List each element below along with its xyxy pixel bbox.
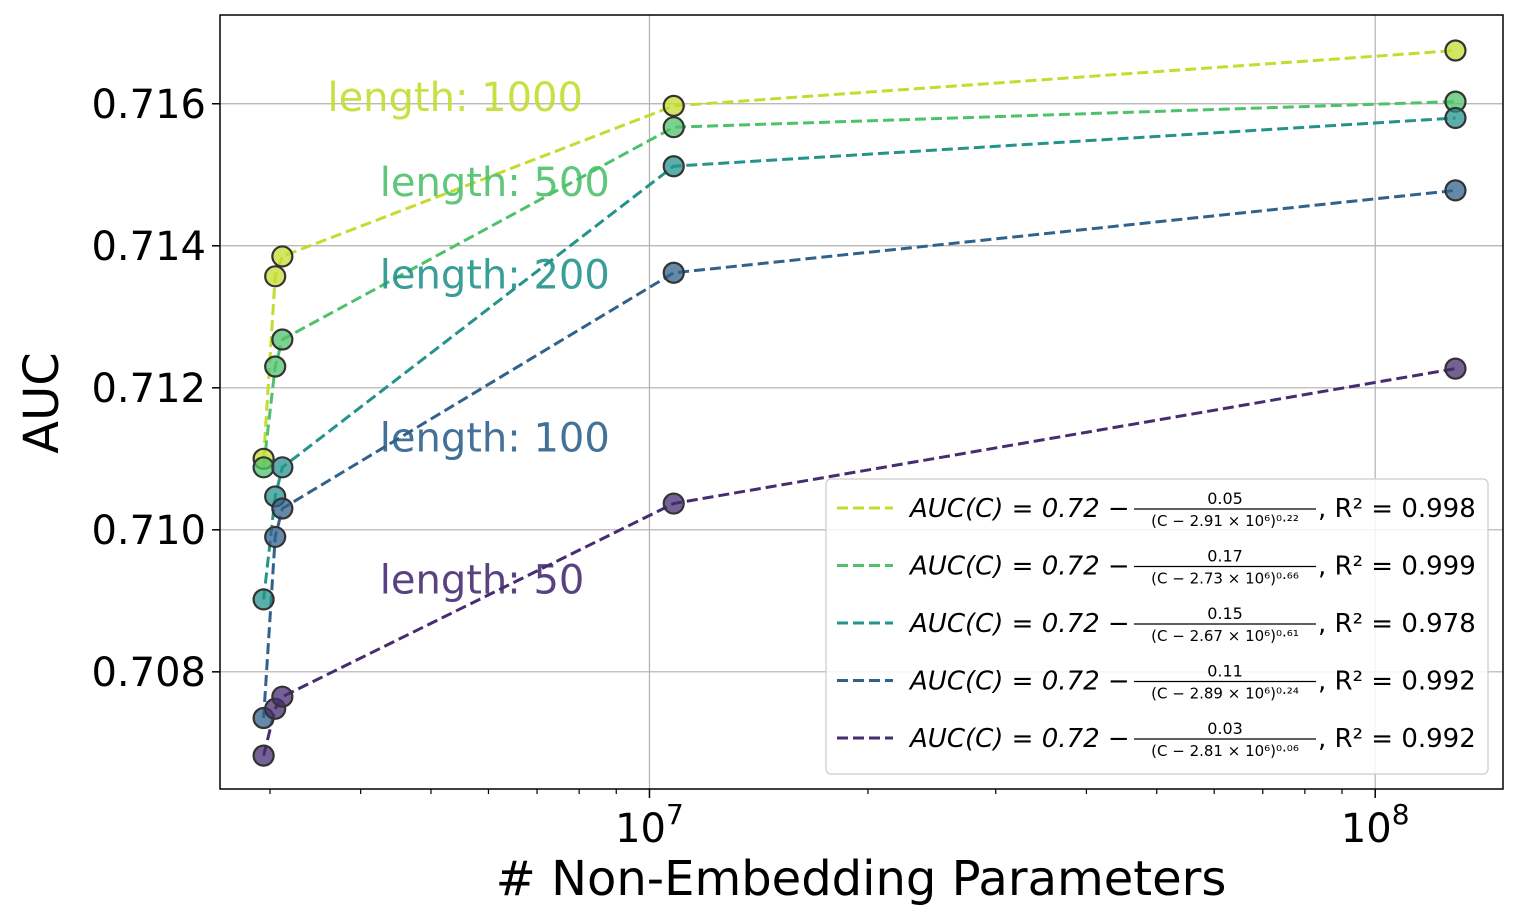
legend-formula-prefix: AUC(C) = 0.72 − [908, 552, 1130, 582]
data-point [252, 588, 275, 611]
series-annotation: length: 100 [380, 416, 610, 462]
y-tick-label: 0.708 [91, 650, 206, 696]
data-point [264, 525, 287, 549]
series-annotation: length: 200 [380, 252, 610, 298]
data-point [1444, 357, 1467, 380]
legend-entry: AUC(C) = 0.72 − 0.05 (C − 2.91 × 10⁶)⁰·²²… [837, 489, 1476, 530]
legend-denominator: (C − 2.81 × 10⁶)⁰·⁰⁶ [1151, 742, 1299, 760]
x-tick-label: 107 [615, 798, 684, 852]
data-point [1444, 106, 1467, 130]
data-point [662, 155, 685, 178]
legend-formula-prefix: AUC(C) = 0.72 − [908, 667, 1130, 697]
legend-denominator: (C − 2.91 × 10⁶)⁰·²² [1151, 512, 1299, 530]
data-point [271, 685, 294, 708]
series-annotation: length: 50 [380, 558, 585, 604]
axes: 0.708 0.710 0.712 0.714 0.716 107 108 [91, 14, 1504, 852]
grid [220, 15, 1503, 789]
data-point [264, 265, 287, 288]
series-annotations: length: 1000 length: 500 length: 200 length… [327, 75, 609, 604]
legend-r2: , R² = 0.992 [1318, 724, 1476, 754]
legend-r2: , R² = 0.978 [1318, 609, 1476, 639]
legend-numerator: 0.15 [1207, 604, 1243, 623]
legend-numerator: 0.03 [1207, 719, 1243, 738]
y-tick-label: 0.714 [91, 224, 206, 270]
data-point [662, 116, 685, 139]
data-point [1444, 39, 1467, 62]
data-point [662, 261, 685, 284]
series-annotation: length: 500 [380, 160, 610, 206]
legend-entry: AUC(C) = 0.72 − 0.17 (C − 2.73 × 10⁶)⁰·⁶⁶… [837, 547, 1476, 588]
data-point [271, 497, 294, 520]
y-tick-label: 0.716 [91, 82, 206, 128]
legend-r2: , R² = 0.999 [1318, 552, 1476, 582]
legend-box [825, 478, 1489, 775]
data-point [662, 94, 685, 117]
x-tick-label: 108 [1341, 798, 1410, 852]
y-axis-title: AUC [14, 352, 70, 453]
legend-r2: , R² = 0.998 [1318, 494, 1476, 524]
data-point [271, 456, 294, 479]
legend-entry: AUC(C) = 0.72 − 0.11 (C − 2.89 × 10⁶)⁰·²⁴… [837, 662, 1476, 703]
series-line-0 [262, 49, 1456, 459]
legend-numerator: 0.05 [1207, 489, 1243, 508]
legend-formula-prefix: AUC(C) = 0.72 − [908, 724, 1130, 754]
x-axis-title: # Non-Embedding Parameters [496, 851, 1227, 907]
legend-numerator: 0.17 [1207, 547, 1243, 566]
legend-formula-prefix: AUC(C) = 0.72 − [908, 609, 1130, 639]
legend-formula-prefix: AUC(C) = 0.72 − [908, 494, 1130, 524]
data-point [264, 355, 287, 378]
legend-entry: AUC(C) = 0.72 − 0.15 (C − 2.67 × 10⁶)⁰·⁶¹… [837, 604, 1476, 645]
legend-denominator: (C − 2.73 × 10⁶)⁰·⁶⁶ [1151, 570, 1299, 588]
legend-entry: AUC(C) = 0.72 − 0.03 (C − 2.81 × 10⁶)⁰·⁰⁶… [837, 719, 1476, 760]
legend: AUC(C) = 0.72 − 0.05 (C − 2.91 × 10⁶)⁰·²²… [825, 478, 1489, 775]
data-point [662, 492, 685, 515]
y-tick-label: 0.712 [91, 366, 206, 412]
series-annotation: length: 1000 [327, 75, 582, 121]
y-tick-label: 0.710 [91, 508, 206, 554]
data-point [252, 744, 275, 767]
plot-frame [219, 14, 1504, 790]
data-point [271, 328, 294, 351]
data-point [1444, 179, 1467, 202]
legend-numerator: 0.11 [1207, 662, 1243, 681]
data-point [252, 456, 275, 479]
data-point [271, 245, 294, 268]
legend-denominator: (C − 2.67 × 10⁶)⁰·⁶¹ [1151, 627, 1299, 645]
legend-denominator: (C − 2.89 × 10⁶)⁰·²⁴ [1151, 685, 1299, 703]
legend-r2: , R² = 0.992 [1318, 667, 1476, 697]
series-group [252, 39, 1467, 767]
